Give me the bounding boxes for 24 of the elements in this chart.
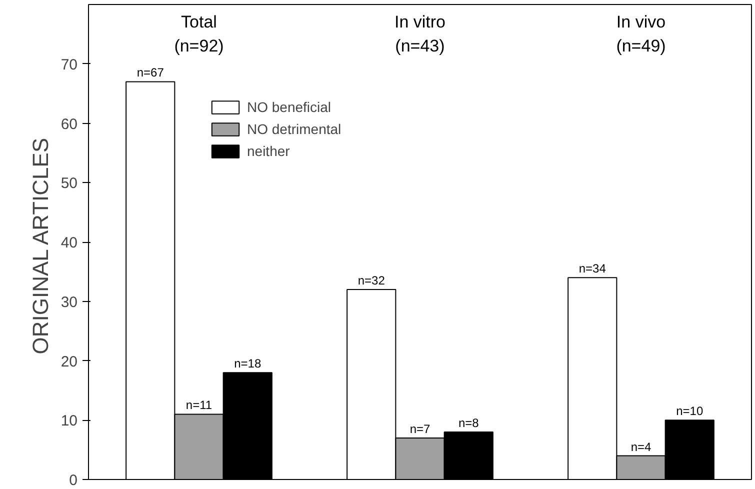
legend-label: NO detrimental	[247, 121, 342, 137]
data-label: n=34	[578, 262, 606, 276]
y-tick-label: 10	[60, 412, 78, 430]
x-tick-label: In vitro (n=43)	[394, 12, 446, 56]
x-tick-label: In vivo (n=49)	[616, 12, 666, 56]
y-tick-label: 20	[60, 353, 78, 370]
legend-label: neither	[247, 143, 290, 159]
data-label: n=18	[234, 356, 262, 371]
y-tick-label: 60	[60, 116, 78, 133]
data-label: n=11	[186, 398, 212, 412]
y-axis-title: ORIGINAL ARTICLES	[28, 138, 53, 354]
y-tick-label: 70	[60, 56, 78, 74]
data-label: n=32	[358, 274, 386, 288]
x-tick-label: Total (n=92)	[174, 12, 224, 56]
data-label: n=67	[136, 66, 164, 80]
data-label: n=4	[630, 440, 652, 454]
data-label: n=7	[410, 422, 431, 436]
y-tick-label: 40	[60, 234, 78, 252]
y-tick-label: 30	[60, 294, 78, 311]
y-tick-label: 0	[69, 472, 78, 489]
data-label: n=10	[676, 404, 704, 418]
y-tick-label: 50	[60, 175, 78, 192]
legend-label: NO beneficial	[247, 99, 332, 115]
data-label: n=8	[458, 416, 480, 430]
